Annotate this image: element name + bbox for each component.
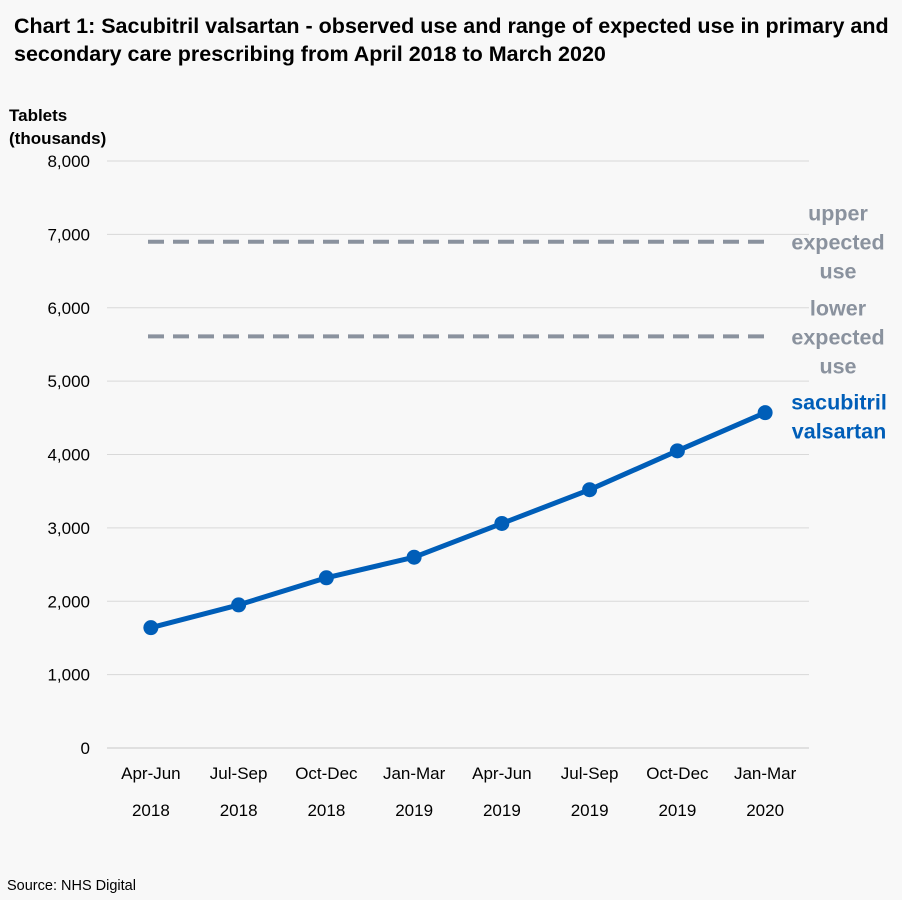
- y-axis-ticks: 0 1,000 2,000 3,000 4,000 5,000 6,000 7,000 8,00…: [47, 152, 90, 758]
- upper-expected-use-label-line-0: upper: [808, 202, 868, 226]
- x-tick-label-period-7: Jan-Mar: [734, 764, 797, 783]
- x-tick-label-period-2: Oct-Dec: [295, 764, 358, 783]
- lower-expected-use-label-line-1: expected: [791, 325, 884, 349]
- series-label-line-1: valsartan: [792, 420, 886, 444]
- y-axis-title-line2: (thousands): [9, 129, 106, 148]
- x-tick-label-period-5: Jul-Sep: [561, 764, 619, 783]
- x-tick-label-period-1: Jul-Sep: [210, 764, 268, 783]
- x-tick-label-year-3: 2019: [395, 801, 433, 820]
- data-point-5: [582, 482, 598, 498]
- data-point-3: [406, 549, 422, 565]
- data-point-7: [757, 405, 773, 421]
- series-label-line-0: sacubitril: [791, 391, 887, 415]
- upper-expected-use-label-line-1: expected: [791, 231, 884, 255]
- x-tick-label-year-4: 2019: [483, 801, 521, 820]
- x-tick-label-year-5: 2019: [571, 801, 609, 820]
- x-tick-label-period-0: Apr-Jun: [121, 764, 181, 783]
- series-layer: sacubitril valsartan: [143, 391, 887, 636]
- x-tick-label-period-6: Oct-Dec: [646, 764, 709, 783]
- y-axis-title-line1: Tablets: [9, 106, 67, 125]
- x-tick-label-year-2: 2018: [307, 801, 345, 820]
- y-tick-label-2000: 2,000: [47, 592, 90, 611]
- y-tick-label-8000: 8,000: [47, 152, 90, 171]
- data-point-0: [143, 620, 159, 636]
- data-point-6: [669, 443, 685, 459]
- series-line: [148, 410, 768, 631]
- source-note: Source: NHS Digital: [7, 878, 136, 894]
- lower-expected-use-label-line-0: lower: [810, 296, 867, 320]
- x-tick-label-period-3: Jan-Mar: [383, 764, 446, 783]
- lower-expected-use-label-line-2: use: [819, 354, 856, 378]
- data-point-1: [231, 597, 247, 613]
- chart-title: Chart 1: Sacubitril valsartan - observed…: [14, 14, 889, 66]
- y-tick-label-3000: 3,000: [47, 519, 90, 538]
- x-tick-label-year-6: 2019: [658, 801, 696, 820]
- y-tick-label-6000: 6,000: [47, 299, 90, 318]
- upper-expected-use-label-line-2: use: [819, 260, 856, 284]
- y-tick-label-1000: 1,000: [47, 666, 90, 685]
- y-tick-label-0: 0: [81, 739, 90, 758]
- x-axis-ticks: Apr-Jun 2018 Jul-Sep 2018 Oct-Dec 2018 Jan-Mar…: [121, 764, 797, 820]
- x-tick-label-year-0: 2018: [132, 801, 170, 820]
- y-tick-label-7000: 7,000: [47, 225, 90, 244]
- reference-lines: upper expected use lower expected use: [148, 202, 885, 378]
- x-tick-label-year-7: 2020: [746, 801, 784, 820]
- y-tick-label-4000: 4,000: [47, 446, 90, 465]
- data-point-4: [494, 515, 510, 531]
- data-point-2: [318, 570, 334, 586]
- gridlines: [107, 160, 809, 749]
- x-tick-label-year-1: 2018: [220, 801, 258, 820]
- y-tick-label-5000: 5,000: [47, 372, 90, 391]
- x-tick-label-period-4: Apr-Jun: [472, 764, 532, 783]
